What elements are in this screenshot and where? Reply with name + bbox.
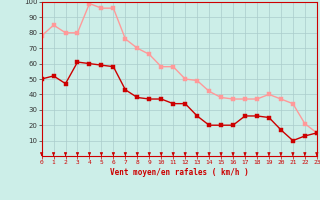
X-axis label: Vent moyen/en rafales ( km/h ): Vent moyen/en rafales ( km/h ) xyxy=(110,168,249,177)
